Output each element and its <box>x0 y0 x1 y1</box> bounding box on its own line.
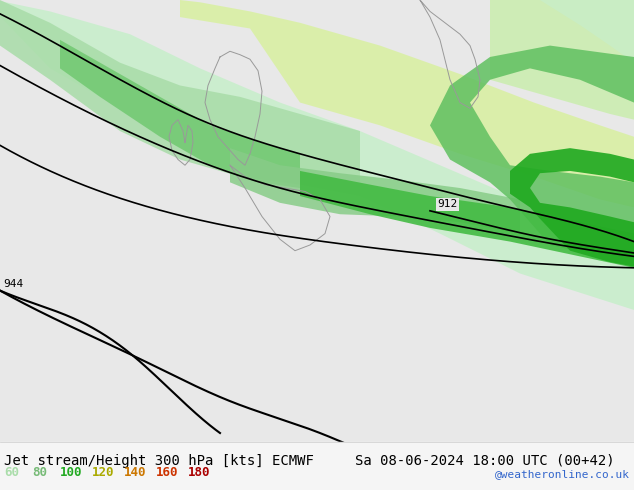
Polygon shape <box>540 0 634 63</box>
Text: 160: 160 <box>156 466 179 479</box>
Text: 944: 944 <box>3 279 23 289</box>
Polygon shape <box>0 0 360 196</box>
Polygon shape <box>230 148 520 234</box>
Polygon shape <box>490 0 634 120</box>
Polygon shape <box>510 148 634 267</box>
Polygon shape <box>180 0 634 207</box>
Text: 140: 140 <box>124 466 146 479</box>
Text: @weatheronline.co.uk: @weatheronline.co.uk <box>495 468 630 479</box>
Text: 100: 100 <box>60 466 82 479</box>
Text: Sa 08-06-2024 18:00 UTC (00+42): Sa 08-06-2024 18:00 UTC (00+42) <box>355 454 614 467</box>
Text: 80: 80 <box>32 466 47 479</box>
Text: Jet stream/Height 300 hPa [kts] ECMWF: Jet stream/Height 300 hPa [kts] ECMWF <box>4 454 314 467</box>
Polygon shape <box>60 40 300 188</box>
Polygon shape <box>300 171 634 268</box>
Text: 120: 120 <box>92 466 115 479</box>
Polygon shape <box>430 46 634 262</box>
Bar <box>0 442 634 490</box>
Text: 60: 60 <box>4 466 19 479</box>
Polygon shape <box>0 0 634 310</box>
Text: 944: 944 <box>340 450 360 460</box>
Text: 180: 180 <box>188 466 210 479</box>
Text: 912: 912 <box>437 199 457 209</box>
